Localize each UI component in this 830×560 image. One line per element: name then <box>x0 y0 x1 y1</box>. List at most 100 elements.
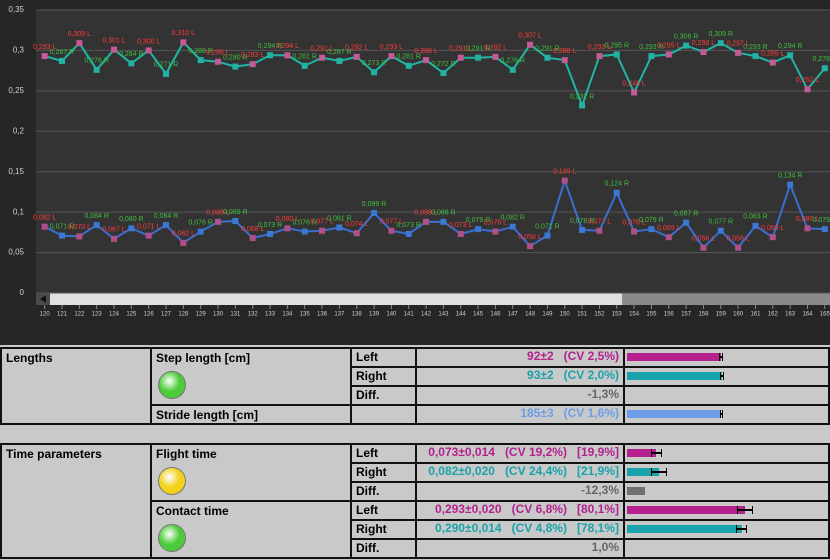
y-tick-label: 0,05 <box>8 248 24 257</box>
side-label: Left <box>350 347 417 368</box>
value-label: 0,079 R <box>639 217 664 224</box>
data-point <box>145 232 152 239</box>
x-tick-label: 161 <box>750 312 761 318</box>
value-cell: 0,293±0,020 (CV 6,8%) [80,1%] <box>415 500 625 521</box>
x-tick-label: 157 <box>681 312 692 318</box>
value-label: 0,298 L <box>692 40 715 47</box>
value-text: -12,3% <box>580 483 619 497</box>
value-cell: 0,082±0,020 (CV 24,4%) [21,9%] <box>415 462 625 483</box>
data-point <box>215 218 222 225</box>
data-point <box>769 234 776 241</box>
value-label: 0,056 L <box>726 236 749 243</box>
value-label: 0,278 R <box>813 56 830 63</box>
bar-cell <box>623 538 830 559</box>
x-tick-label: 154 <box>629 312 640 318</box>
bar <box>627 449 657 457</box>
error-bar <box>719 372 724 380</box>
value-text: [21,9%] <box>576 464 619 478</box>
bar <box>627 506 745 514</box>
data-point <box>821 65 828 72</box>
value-label: 0,276 R <box>84 58 109 65</box>
value-cell: 185±3 (CV 1,6%) <box>415 404 625 425</box>
x-tick-label: 151 <box>577 312 588 318</box>
data-point <box>163 222 170 229</box>
section-title: Time parameters <box>0 443 152 559</box>
scrollbar-thumb[interactable] <box>50 293 622 305</box>
value-text: -1,3% <box>587 387 619 401</box>
data-point <box>405 62 412 69</box>
value-label: 0,294 R <box>778 43 803 50</box>
value-label: 0,077 L <box>588 219 611 226</box>
x-tick-label: 140 <box>386 312 397 318</box>
x-tick-label: 145 <box>473 312 484 318</box>
data-point <box>93 66 100 73</box>
x-tick-label: 122 <box>74 312 85 318</box>
value-label: 0,084 R <box>154 213 179 220</box>
data-point <box>249 235 256 242</box>
data-point <box>700 49 707 56</box>
data-point <box>388 53 395 60</box>
group-label: Contact time <box>150 500 352 559</box>
x-tick-label: 156 <box>664 312 675 318</box>
x-tick-label: 152 <box>594 312 605 318</box>
value-label: 0,286 L <box>206 50 229 57</box>
x-tick-label: 164 <box>802 312 813 318</box>
bar-cell <box>623 519 830 540</box>
value-text: 0,073±0,014 <box>428 445 495 459</box>
value-text: (CV 4,8%) <box>511 521 567 535</box>
data-point <box>180 39 187 46</box>
data-point <box>128 225 135 232</box>
data-point <box>561 57 568 64</box>
data-point <box>249 61 256 68</box>
data-point <box>804 225 811 232</box>
value-label: 0,281 R <box>292 54 317 61</box>
x-tick-label: 142 <box>421 312 432 318</box>
value-text: [19,9%] <box>576 445 619 459</box>
value-label: 0,295 L <box>657 42 680 49</box>
data-point <box>232 63 239 70</box>
x-tick-label: 159 <box>716 312 727 318</box>
value-label: 0,292 L <box>484 45 507 52</box>
x-tick-label: 132 <box>248 312 259 318</box>
value-label: 0,294 R <box>258 43 283 50</box>
data-point <box>41 223 48 230</box>
value-label: 0,056 L <box>692 236 715 243</box>
value-text: 92±2 <box>527 349 554 363</box>
value-label: 0,083 R <box>743 214 768 221</box>
data-point <box>353 230 360 237</box>
data-point <box>544 54 551 61</box>
data-point <box>163 70 170 77</box>
value-label: 0,288 L <box>553 48 576 55</box>
value-label: 0,076 R <box>188 219 213 226</box>
value-label: 0,139 L <box>553 168 576 175</box>
status-light <box>158 467 186 495</box>
y-tick-label: 0 <box>20 288 25 297</box>
value-label: 0,280 R <box>223 54 248 61</box>
value-label: 0,310 L <box>172 30 195 37</box>
group-label-text: Step length [cm] <box>156 351 251 365</box>
x-tick-label: 139 <box>369 312 380 318</box>
value-label: 0,273 R <box>362 60 387 67</box>
data-point <box>145 47 152 54</box>
x-tick-label: 143 <box>438 312 449 318</box>
bar-cell <box>623 500 830 521</box>
value-text: 0,082±0,020 <box>428 464 495 478</box>
bar-cell <box>623 366 830 387</box>
data-point <box>492 53 499 60</box>
value-text: [78,1%] <box>576 521 619 535</box>
value-cell: -1,3% <box>415 385 625 406</box>
value-label: 0,076 L <box>622 219 645 226</box>
value-label: 0,069 L <box>761 225 784 232</box>
value-label: 0,295 R <box>604 42 629 49</box>
data-point <box>319 227 326 234</box>
scrollbar-track[interactable] <box>622 293 830 305</box>
data-point <box>76 40 83 47</box>
value-label: 0,293 R <box>743 44 768 51</box>
value-label: 0,077 L <box>380 219 403 226</box>
data-point <box>700 244 707 251</box>
data-point <box>319 54 326 61</box>
data-point <box>111 46 118 53</box>
value-label: 0,248 L <box>622 80 645 87</box>
value-label: 0,099 R <box>362 201 387 208</box>
data-point <box>388 227 395 234</box>
